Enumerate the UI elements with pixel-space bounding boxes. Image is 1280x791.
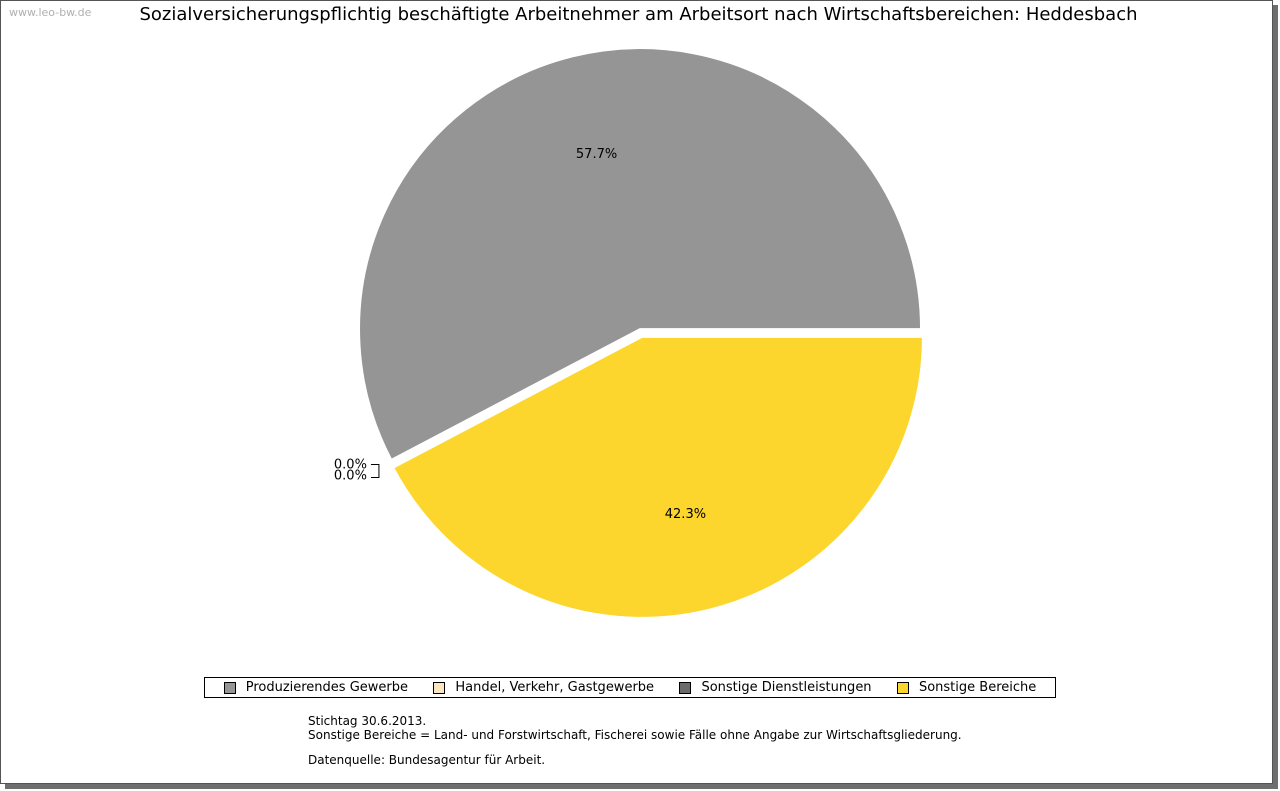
pie-data-label-zero: 0.0% [334, 468, 367, 483]
legend-swatch [896, 681, 909, 694]
legend-swatch [223, 681, 236, 694]
note-datenquelle: Datenquelle: Bundesagentur für Arbeit. [308, 753, 546, 767]
legend-label: Handel, Verkehr, Gastgewerbe [455, 680, 655, 695]
pie-slice-sonstige-bereiche [391, 335, 924, 619]
legend-item-sonstige-dienstleistungen: Sonstige Dienstleistungen [679, 680, 872, 695]
legend: Produzierendes Gewerbe Handel, Verkehr, … [204, 677, 1056, 698]
legend-item-sonstige-bereiche: Sonstige Bereiche [896, 680, 1037, 695]
legend-label: Sonstige Bereiche [918, 680, 1037, 695]
legend-swatch [679, 681, 692, 694]
legend-label: Sonstige Dienstleistungen [701, 680, 872, 695]
pie-data-label: 57.7% [576, 147, 617, 162]
legend-item-handel-verkehr-gastgewerbe: Handel, Verkehr, Gastgewerbe [433, 680, 654, 695]
legend-label: Produzierendes Gewerbe [245, 680, 408, 695]
chart-notes: Stichtag 30.6.2013. Sonstige Bereiche = … [308, 714, 962, 767]
watermark: www.leo-bw.de [9, 6, 92, 19]
pie-data-label-zero: 0.0% [334, 457, 367, 472]
legend-item-produzierendes-gewerbe: Produzierendes Gewerbe [223, 680, 408, 695]
chart-title: Sozialversicherungspflichtig beschäftigt… [139, 4, 1138, 25]
note-stichtag: Stichtag 30.6.2013. [308, 714, 427, 728]
pie-slice-produzierendes-gewerbe [358, 47, 923, 462]
pie-chart: 57.7% 42.3% 0.0%0.0% [334, 47, 924, 619]
legend-swatch [433, 681, 446, 694]
note-sonstige-bereiche: Sonstige Bereiche = Land- und Forstwirts… [308, 728, 962, 742]
pie-data-label: 42.3% [665, 507, 706, 522]
zero-label-connector [370, 463, 380, 478]
